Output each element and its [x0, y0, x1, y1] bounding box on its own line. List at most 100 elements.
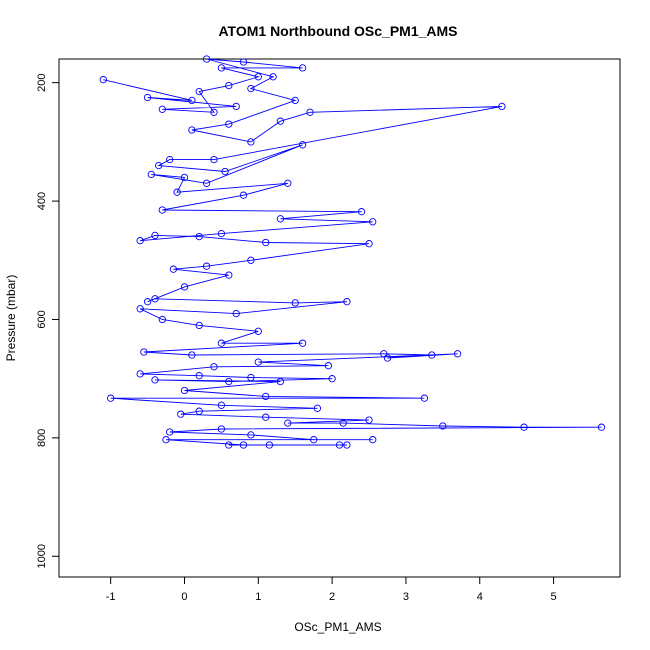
- data-point: [225, 81, 233, 90]
- data-point: [180, 173, 189, 182]
- data-point: [155, 161, 163, 170]
- data-point: [291, 299, 299, 307]
- data-point: [284, 179, 292, 187]
- x-tick-label: -1: [106, 591, 116, 603]
- data-point: [239, 58, 248, 66]
- data-point: [195, 372, 203, 380]
- data-point: [284, 419, 292, 427]
- data-point: [180, 283, 189, 291]
- series-line: [103, 58, 602, 446]
- data-point: [151, 295, 159, 303]
- data-point: [232, 309, 240, 318]
- data-point: [195, 321, 203, 330]
- data-point: [380, 350, 388, 358]
- data-point: [158, 206, 166, 214]
- data-point: [158, 315, 166, 324]
- data-point: [107, 394, 115, 402]
- data-point: [239, 441, 248, 449]
- x-tick-label: 1: [255, 591, 261, 603]
- data-point: [247, 431, 255, 439]
- data-point: [151, 231, 159, 240]
- plot-frame: [58, 58, 621, 578]
- data-point: [265, 441, 274, 449]
- data-point: [136, 305, 144, 313]
- data-point: [217, 64, 226, 72]
- data-point: [217, 339, 226, 347]
- data-point: [276, 377, 285, 386]
- data-point: [158, 105, 166, 113]
- data-point: [217, 425, 226, 433]
- x-tick-label: 5: [551, 591, 557, 603]
- data-point: [262, 392, 270, 401]
- data-point: [439, 422, 447, 430]
- data-point: [99, 76, 107, 84]
- data-point: [247, 373, 255, 382]
- data-point: [195, 87, 203, 96]
- data-point: [324, 362, 333, 370]
- data-point: [195, 407, 203, 415]
- data-point: [369, 436, 377, 444]
- data-point: [217, 229, 226, 238]
- y-tick-label: 800: [36, 429, 48, 447]
- data-point: [313, 404, 322, 412]
- data-point: [291, 96, 299, 105]
- data-point: [276, 215, 285, 223]
- data-point: [188, 126, 196, 134]
- y-axis-label: Pressure (mbar): [4, 275, 18, 362]
- data-point: [232, 102, 240, 111]
- data-point: [269, 73, 277, 81]
- data-point: [202, 179, 211, 187]
- data-point: [180, 386, 189, 395]
- data-point: [343, 298, 351, 306]
- x-axis: -1 0 1 2 3 4 5: [106, 577, 557, 603]
- data-point: [177, 410, 185, 418]
- data-point: [339, 419, 347, 427]
- data-point: [597, 423, 606, 431]
- data-point: [335, 441, 344, 449]
- chart-title: ATOM1 Northbound OSc_PM1_AMS: [218, 23, 457, 39]
- data-point: [310, 436, 318, 444]
- data-point: [169, 265, 178, 273]
- data-point: [239, 191, 248, 199]
- data-point: [202, 262, 211, 270]
- data-point: [188, 351, 196, 359]
- data-point: [225, 120, 233, 128]
- data-point: [498, 102, 506, 111]
- data-point: [143, 93, 152, 102]
- x-tick-label: 2: [329, 591, 335, 603]
- data-point: [276, 117, 285, 125]
- data-point: [173, 188, 181, 196]
- data-point: [365, 240, 373, 248]
- data-point: [365, 416, 373, 424]
- data-point: [254, 358, 262, 366]
- data-point: [262, 413, 270, 421]
- data-point: [136, 237, 144, 245]
- x-tick-label: 4: [477, 591, 483, 603]
- y-tick-label: 400: [36, 192, 48, 210]
- data-point: [221, 167, 229, 176]
- data-point: [247, 256, 255, 264]
- data-point: [520, 423, 528, 431]
- data-point: [210, 108, 218, 116]
- data-point: [254, 73, 262, 81]
- data-point: [357, 208, 366, 216]
- series-layer: [99, 55, 606, 449]
- data-point: [298, 64, 307, 72]
- data-point: [210, 363, 218, 371]
- data-point: [217, 401, 226, 409]
- data-point: [328, 375, 336, 383]
- data-point: [369, 218, 377, 226]
- x-tick-label: 3: [403, 591, 409, 603]
- y-tick-label: 600: [36, 310, 48, 328]
- data-point: [225, 271, 233, 279]
- data-point: [343, 441, 351, 449]
- data-point: [254, 327, 262, 335]
- data-point: [428, 351, 436, 359]
- data-point: [247, 84, 255, 93]
- data-point: [162, 436, 170, 444]
- data-point: [247, 138, 255, 146]
- data-point: [298, 141, 307, 149]
- data-point: [166, 155, 174, 164]
- data-point: [151, 376, 159, 384]
